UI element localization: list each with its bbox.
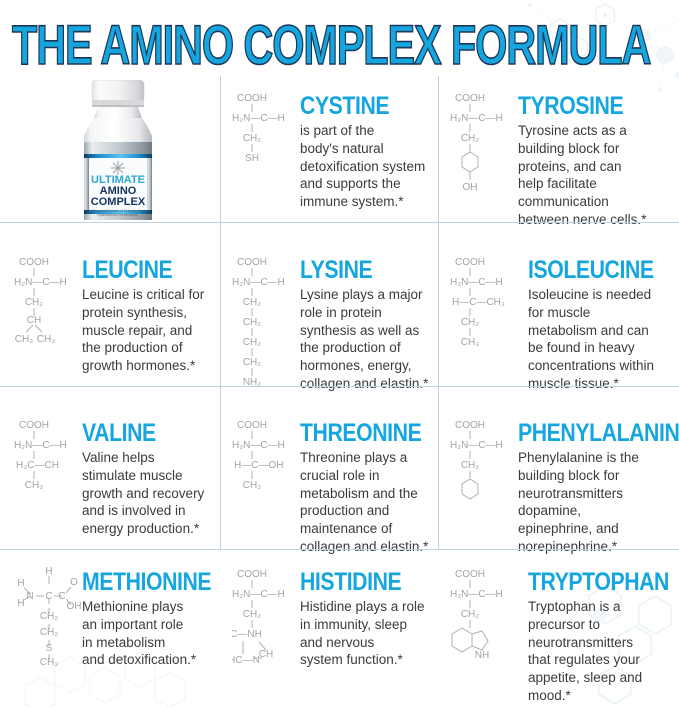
svg-text:Optimized for Performance,: Optimized for Performance,	[97, 213, 139, 217]
svg-text:COOH: COOH	[237, 569, 267, 580]
svg-text:OH: OH	[463, 182, 478, 193]
svg-text:COOH: COOH	[455, 257, 485, 268]
svg-text:H₂N—C—H: H₂N—C—H	[232, 277, 285, 288]
svg-text:COOH: COOH	[237, 93, 267, 104]
svg-text:H₂N—C—H: H₂N—C—H	[14, 277, 67, 288]
svg-text:H₂N—C—H: H₂N—C—H	[450, 113, 503, 124]
svg-text:N: N	[26, 591, 33, 602]
svg-text:C: C	[45, 591, 52, 602]
svg-text:CH₂: CH₂	[461, 460, 479, 471]
svg-text:H₂N—C—H: H₂N—C—H	[14, 440, 67, 451]
svg-text:H: H	[45, 566, 52, 577]
svg-text:COOH: COOH	[455, 569, 485, 580]
svg-text:CH₂: CH₂	[461, 317, 479, 328]
svg-text:CH₃: CH₃	[15, 334, 34, 345]
svg-text:COOH: COOH	[455, 93, 485, 104]
svg-text:CH₃: CH₃	[461, 337, 480, 348]
svg-text:O: O	[70, 577, 78, 588]
svg-text:HC—N: HC—N	[232, 655, 260, 666]
svg-text:CH₂: CH₂	[243, 297, 261, 308]
svg-text:CH₂: CH₂	[243, 133, 261, 144]
svg-text:CH₃: CH₃	[243, 480, 262, 491]
svg-text:H—C—CH₃: H—C—CH₃	[452, 297, 505, 308]
svg-text:CH₂: CH₂	[243, 317, 261, 328]
svg-text:S: S	[46, 643, 53, 654]
svg-text:CH: CH	[27, 315, 41, 326]
svg-text:COOH: COOH	[237, 420, 267, 431]
svg-text:H₂N—C—H: H₂N—C—H	[450, 589, 503, 600]
svg-text:CH₂: CH₂	[243, 337, 261, 348]
svg-text:H₂N—C—H: H₂N—C—H	[232, 113, 285, 124]
svg-text:COOH: COOH	[19, 420, 49, 431]
svg-text:H₂N—C—H: H₂N—C—H	[232, 440, 285, 451]
svg-text:H: H	[17, 598, 24, 609]
svg-text:CH₂: CH₂	[461, 609, 479, 620]
svg-text:CH₂: CH₂	[25, 297, 43, 308]
svg-text:COOH: COOH	[237, 257, 267, 268]
svg-text:C: C	[58, 591, 65, 602]
svg-text:H: H	[17, 578, 24, 589]
svg-text:H₂N—C—H: H₂N—C—H	[450, 440, 503, 451]
svg-text:H—C—OH: H—C—OH	[234, 460, 283, 471]
svg-text:CH₃: CH₃	[37, 334, 56, 345]
svg-text:H₃C—CH: H₃C—CH	[16, 460, 59, 471]
svg-text:C—NH: C—NH	[232, 629, 262, 640]
svg-text:CH₃: CH₃	[25, 480, 44, 491]
svg-text:CH₃: CH₃	[40, 657, 59, 668]
svg-text:COOH: COOH	[19, 257, 49, 268]
svg-text:H₂N—C—H: H₂N—C—H	[450, 277, 503, 288]
svg-text:COMPLEX: COMPLEX	[91, 196, 146, 208]
svg-text:CH₂: CH₂	[243, 609, 261, 620]
svg-text:H₂N—C—H: H₂N—C—H	[232, 589, 285, 600]
svg-text:SH: SH	[245, 153, 259, 164]
svg-text:CH₂: CH₂	[40, 611, 58, 622]
svg-text:NH: NH	[475, 650, 489, 661]
svg-text:OH: OH	[67, 601, 82, 612]
svg-text:CH₂: CH₂	[461, 133, 479, 144]
svg-text:COOH: COOH	[455, 420, 485, 431]
svg-text:CH₂: CH₂	[243, 357, 261, 368]
svg-text:CH₂: CH₂	[40, 627, 58, 638]
